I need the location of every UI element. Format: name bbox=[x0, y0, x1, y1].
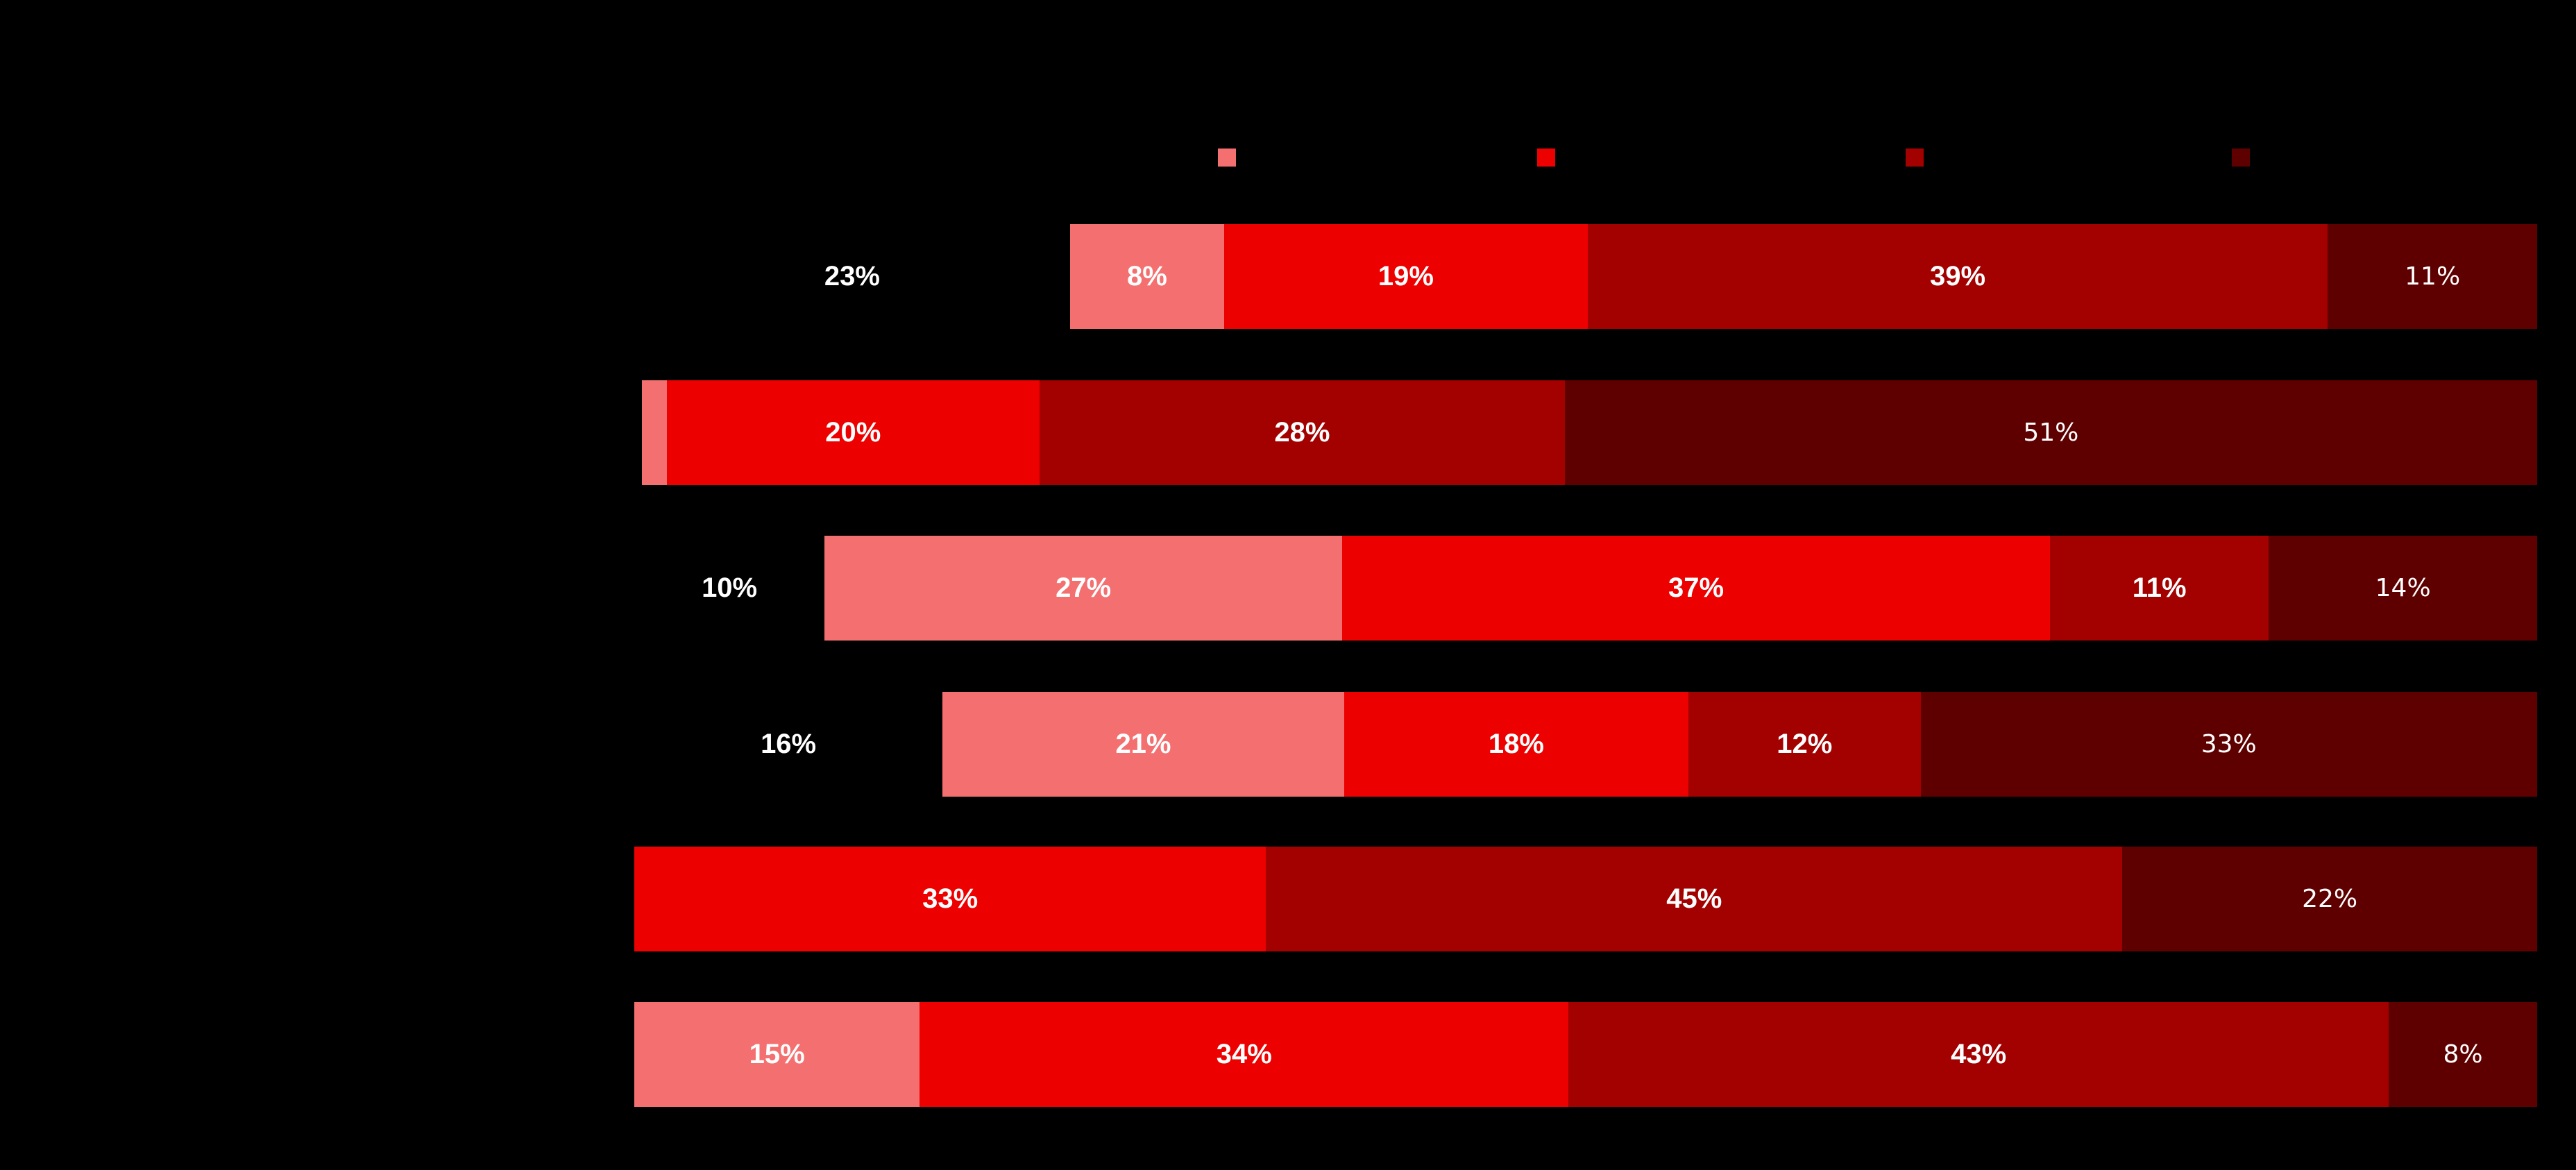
bar-segment: 8% bbox=[2389, 1002, 2537, 1107]
bar-segment: 15% bbox=[634, 1002, 920, 1107]
bar-segment: 51% bbox=[1564, 380, 2537, 485]
bar-segment bbox=[641, 380, 667, 485]
bar-segment: 14% bbox=[2269, 536, 2537, 641]
bar-segment: 12% bbox=[1688, 692, 1921, 797]
bar-segment: 11% bbox=[2050, 536, 2269, 641]
legend-swatch-1 bbox=[1218, 149, 1236, 167]
bar-row-3: 10% 27% 37% 11% 14% bbox=[634, 536, 2537, 641]
bar-row-4: 16% 21% 18% 12% 33% bbox=[634, 692, 2537, 797]
bar-segment: 28% bbox=[1040, 380, 1565, 485]
stacked-bar-plot: 23% 8% 19% 39% 11% 20% 28% 51% 10% 27% 37% 11% 14% 16… bbox=[634, 0, 2537, 1170]
bar-segment: 27% bbox=[824, 536, 1342, 641]
bar-segment bbox=[634, 380, 642, 485]
legend-swatch-4 bbox=[2232, 149, 2250, 167]
legend-swatch-2 bbox=[1537, 149, 1555, 167]
bar-segment: 18% bbox=[1344, 692, 1689, 797]
bar-row-1: 23% 8% 19% 39% 11% bbox=[634, 224, 2537, 329]
bar-row-6: 15% 34% 43% 8% bbox=[634, 1002, 2537, 1107]
bar-segment: 34% bbox=[920, 1002, 1569, 1107]
bar-segment: 16% bbox=[634, 692, 943, 797]
bar-segment: 45% bbox=[1266, 847, 2123, 951]
bar-segment: 23% bbox=[634, 224, 1070, 329]
bar-row-5: 33% 45% 22% bbox=[634, 847, 2537, 951]
bar-segment: 20% bbox=[666, 380, 1040, 485]
bar-segment: 43% bbox=[1568, 1002, 2389, 1107]
bar-segment: 33% bbox=[1920, 692, 2537, 797]
bar-row-2: 20% 28% 51% bbox=[634, 380, 2537, 485]
bar-segment: 37% bbox=[1342, 536, 2051, 641]
bar-segment: 11% bbox=[2328, 224, 2537, 329]
chart-legend bbox=[0, 149, 2576, 167]
bar-segment: 8% bbox=[1069, 224, 1224, 329]
bar-segment: 19% bbox=[1224, 224, 1588, 329]
bar-segment: 21% bbox=[942, 692, 1344, 797]
bar-segment: 33% bbox=[634, 847, 1266, 951]
bar-segment: 10% bbox=[634, 536, 825, 641]
bar-segment: 22% bbox=[2122, 847, 2537, 951]
bar-segment: 39% bbox=[1587, 224, 2328, 329]
legend-swatch-3 bbox=[1906, 149, 1924, 167]
